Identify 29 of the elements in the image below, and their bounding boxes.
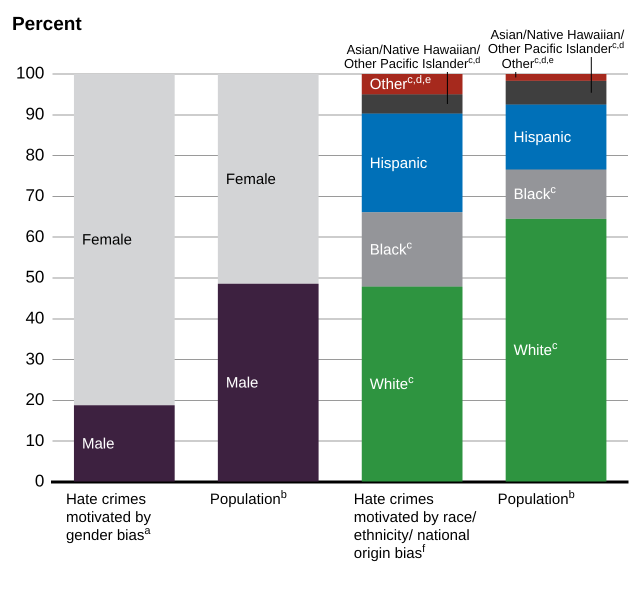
bar: [362, 286, 463, 482]
bar: [218, 74, 319, 284]
y-tick-label: 100: [16, 64, 44, 83]
y-tick-label: 20: [25, 390, 44, 410]
bar: [74, 405, 175, 482]
bar: [506, 80, 606, 105]
y-tick-label: 60: [25, 226, 44, 246]
y-tick-label: 30: [25, 349, 44, 368]
y-axis-title: Percent: [12, 14, 82, 35]
text: Female: [226, 170, 276, 188]
bar: [362, 114, 463, 212]
text: Male: [226, 374, 258, 392]
text: Hispanic: [370, 154, 428, 172]
y-tick-label: 90: [25, 104, 44, 124]
series-label: Female: [82, 232, 132, 249]
bar: [74, 74, 175, 406]
bar: [506, 218, 606, 482]
y-tick-label: 10: [25, 430, 44, 450]
series-label: Hispanic: [514, 129, 572, 146]
bar: [506, 104, 606, 170]
bar: [506, 74, 606, 81]
y-tick-label: 0: [34, 472, 44, 491]
series-label: Male: [82, 435, 114, 452]
bar: [218, 284, 319, 482]
y-tick-label: 40: [25, 308, 44, 328]
y-tick-label: 50: [25, 268, 44, 287]
bar: [362, 94, 463, 114]
y-tick-label: 80: [25, 145, 44, 164]
y-tick-label: 70: [25, 186, 44, 206]
